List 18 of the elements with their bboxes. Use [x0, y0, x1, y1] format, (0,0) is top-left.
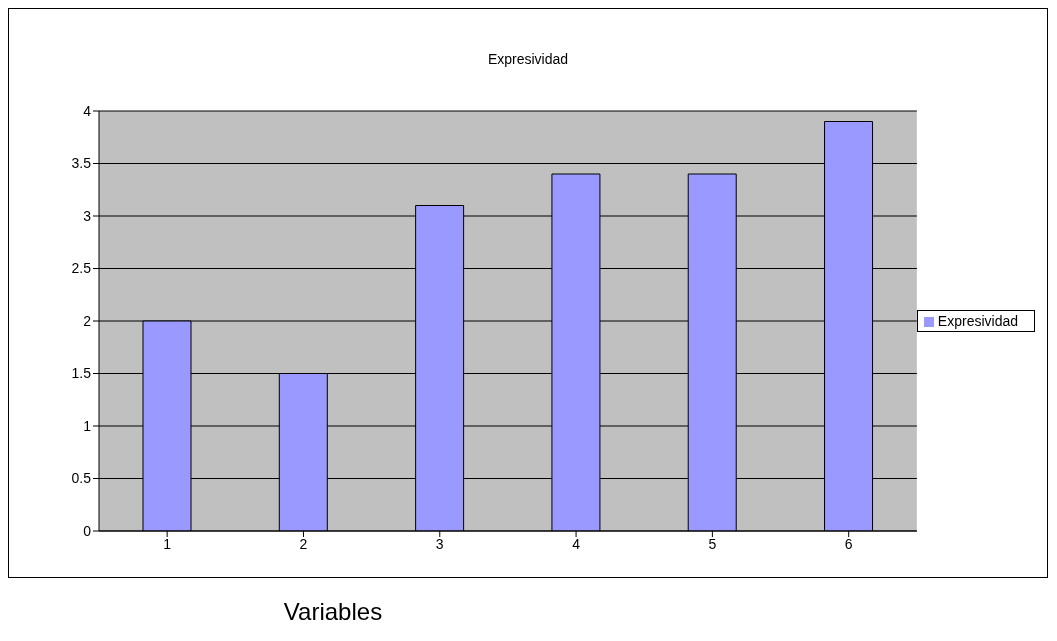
y-tick-label: 2 [83, 312, 92, 329]
x-tick-label: 6 [844, 535, 853, 552]
y-tick-label: 0.5 [71, 470, 92, 487]
y-tick-label: 2.5 [71, 260, 92, 277]
y-tick-label: 0 [83, 522, 92, 539]
x-tick-label: 1 [163, 535, 172, 552]
x-tick-label: 4 [572, 535, 581, 552]
x-axis-title: Variables [282, 598, 384, 626]
y-tick-label: 1.5 [71, 365, 92, 382]
x-tick-label: 2 [299, 535, 308, 552]
chart-title: Expresividad [486, 51, 570, 69]
y-tick-label: 3 [83, 207, 92, 224]
x-tick-label: 3 [435, 535, 444, 552]
y-tick-label: 3.5 [71, 155, 92, 172]
y-tick-label: 1 [83, 417, 92, 434]
x-tick-label: 5 [708, 535, 717, 552]
legend-label: Expresividad [937, 313, 1018, 329]
y-tick-label: 4 [83, 102, 92, 119]
